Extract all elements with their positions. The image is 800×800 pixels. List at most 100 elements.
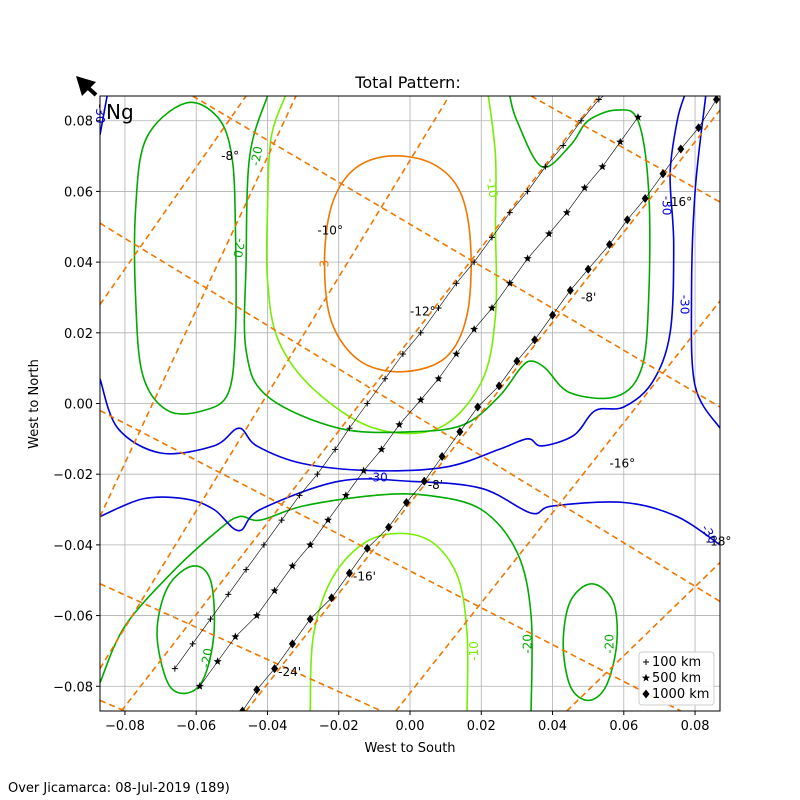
x-axis-label: West to South — [364, 741, 455, 756]
x-tick-label: −0.02 — [319, 719, 359, 734]
plus-marker — [542, 163, 549, 170]
star-marker — [341, 491, 350, 499]
y-tick-label: −0.08 — [53, 680, 93, 695]
y-tick-label: 0.08 — [64, 115, 93, 130]
plus-marker — [189, 640, 196, 647]
star-marker — [562, 208, 571, 216]
contour-label: -30 — [677, 295, 691, 315]
plus-marker — [399, 351, 406, 358]
y-tick-label: −0.02 — [53, 468, 93, 483]
y-tick-label: 0.02 — [64, 327, 93, 342]
star-marker — [488, 303, 496, 312]
dashed-line — [100, 96, 450, 670]
star-marker — [377, 445, 386, 453]
diamond-marker — [712, 96, 720, 105]
contour-label: -20 — [248, 145, 265, 167]
star-marker — [359, 466, 368, 475]
star-marker — [416, 395, 425, 404]
contour-line — [133, 101, 237, 415]
contour-line — [243, 96, 651, 434]
x-tick-label: 0.06 — [609, 719, 638, 734]
plus-marker — [382, 375, 389, 382]
track-annotation: -24' — [278, 665, 301, 679]
track-plus — [171, 82, 620, 672]
x-ticks: −0.08 −0.06 −0.04 −0.02 0.00 0.02 0.04 0.06 0.08 — [105, 711, 710, 734]
star-marker — [545, 229, 553, 238]
contour-line — [265, 96, 498, 435]
footer-text: Over Jicamarca: 08-Jul-2019 (189) — [8, 781, 230, 796]
contour-label: -20 — [521, 634, 535, 654]
diamond-marker — [402, 497, 410, 507]
x-tick-label: 0.04 — [538, 719, 567, 734]
plus-marker — [296, 492, 303, 499]
track-line — [174, 96, 604, 669]
y-tick-label: 0.00 — [64, 398, 93, 413]
star-marker — [213, 657, 222, 665]
dashed-line — [566, 561, 720, 711]
star-marker — [288, 561, 297, 570]
contour-line — [562, 582, 619, 702]
tracks — [171, 82, 720, 711]
y-ticks: −0.08 −0.06 −0.04 −0.02 0.00 0.02 0.04 0.06 0.08 — [53, 115, 100, 695]
plus-marker — [614, 82, 620, 88]
track-annotation: -10° — [317, 223, 343, 237]
track-annotation: -16° — [667, 195, 693, 209]
track-star — [195, 113, 642, 690]
contour-label: -10 — [483, 177, 500, 199]
contours — [100, 96, 720, 711]
star-marker — [523, 254, 532, 262]
star-marker — [452, 349, 461, 358]
diamond-marker — [549, 310, 557, 320]
legend-label: 1000 km — [652, 687, 709, 702]
track-annotation: -16' — [353, 570, 376, 584]
track-annotation: -16° — [610, 457, 636, 471]
diamond-marker — [306, 614, 314, 624]
dashed-line — [100, 583, 382, 711]
dashed-line — [100, 96, 297, 517]
dashed-line — [530, 96, 720, 203]
dashed-line — [100, 96, 247, 305]
star-marker — [598, 162, 607, 171]
diamond-marker — [677, 144, 685, 154]
plus-marker — [578, 117, 585, 124]
track-diamond — [239, 96, 720, 711]
contour-line — [309, 532, 469, 711]
plus-marker — [453, 280, 460, 287]
diamond-marker — [566, 285, 574, 295]
diamond-marker — [606, 239, 614, 249]
star-marker — [616, 137, 625, 146]
diamond-marker — [695, 123, 703, 133]
dashed-grid-lines — [100, 96, 720, 711]
track-annotation: -8° — [221, 149, 239, 163]
contour-label: -20 — [198, 647, 215, 669]
diamond-marker — [345, 568, 353, 578]
contour-line — [690, 96, 720, 429]
track-annotation: -18° — [706, 534, 732, 548]
x-tick-label: −0.04 — [248, 719, 288, 734]
star-marker — [270, 586, 279, 595]
star-marker — [252, 611, 261, 619]
legend-box — [638, 651, 715, 706]
diamond-marker — [531, 335, 539, 345]
contour-line — [100, 96, 686, 472]
contour-label: -3 — [317, 260, 331, 272]
star-marker — [580, 183, 589, 192]
contour-line — [100, 478, 720, 546]
track-annotation: -12° — [410, 305, 436, 319]
star-marker — [395, 420, 404, 429]
y-tick-label: −0.06 — [53, 610, 93, 625]
diamond-marker — [474, 402, 482, 412]
y-axis-label: West to North — [27, 359, 42, 449]
grid — [100, 96, 720, 711]
x-tick-label: 0.08 — [681, 719, 710, 734]
plus-marker — [225, 591, 232, 598]
x-tick-label: 0.00 — [396, 719, 425, 734]
plus-marker — [595, 96, 602, 103]
diamond-marker — [363, 543, 371, 553]
plus-marker — [506, 209, 513, 216]
plus-marker — [364, 400, 371, 407]
diamond-marker — [456, 427, 464, 437]
contour-line — [323, 155, 472, 373]
plus-marker — [643, 659, 649, 665]
y-tick-label: −0.04 — [53, 539, 93, 554]
